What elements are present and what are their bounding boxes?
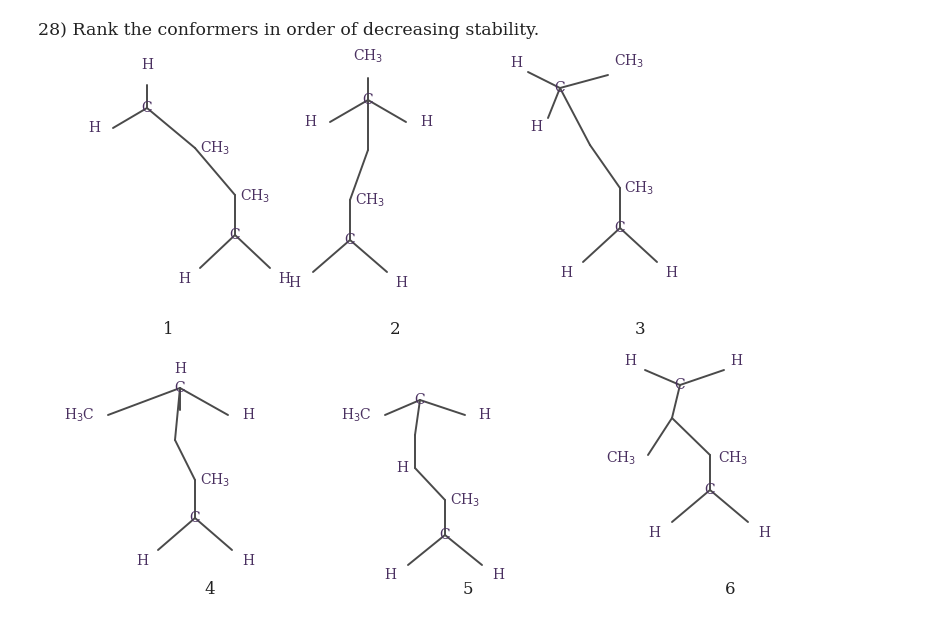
Text: 28) Rank the conformers in order of decreasing stability.: 28) Rank the conformers in order of decr… [38,22,539,39]
Text: C: C [190,511,200,525]
Text: H: H [174,362,186,376]
Text: C: C [440,528,450,542]
Text: H: H [510,56,522,70]
Text: CH$_3$: CH$_3$ [606,449,636,466]
Text: H: H [242,554,254,568]
Text: 1: 1 [163,322,173,338]
Text: H: H [288,276,300,290]
Text: H: H [530,120,542,134]
Text: H: H [278,272,290,286]
Text: H: H [304,115,316,129]
Text: C: C [555,81,565,95]
Text: H: H [624,354,636,368]
Text: H: H [88,121,100,135]
Text: C: C [414,393,426,407]
Text: H: H [492,568,504,582]
Text: H: H [384,568,396,582]
Text: C: C [363,93,374,107]
Text: H: H [665,266,677,280]
Text: 5: 5 [463,582,473,598]
Text: H: H [396,461,408,475]
Text: C: C [675,378,685,392]
Text: H: H [395,276,407,290]
Text: CH$_3$: CH$_3$ [614,53,645,70]
Text: CH$_3$: CH$_3$ [718,449,748,466]
Text: 6: 6 [725,582,736,598]
Text: C: C [174,381,185,395]
Text: H: H [560,266,572,280]
Text: H: H [136,554,148,568]
Text: CH$_3$: CH$_3$ [200,471,230,489]
Text: H: H [178,272,190,286]
Text: H: H [758,526,770,540]
Text: H: H [242,408,254,422]
Text: H: H [478,408,490,422]
Text: H: H [648,526,660,540]
Text: CH$_3$: CH$_3$ [450,491,481,509]
Text: 2: 2 [390,322,400,338]
Text: C: C [614,221,626,235]
Text: 4: 4 [205,582,215,598]
Text: C: C [704,483,716,497]
Text: H$_3$C: H$_3$C [64,406,95,424]
Text: C: C [141,101,153,115]
Text: CH$_3$: CH$_3$ [355,192,385,209]
Text: 3: 3 [635,322,646,338]
Text: CH$_3$: CH$_3$ [624,179,654,197]
Text: H: H [141,58,153,72]
Text: CH$_3$: CH$_3$ [240,187,270,205]
Text: H: H [730,354,742,368]
Text: CH$_3$: CH$_3$ [200,139,230,157]
Text: C: C [229,228,240,242]
Text: H: H [420,115,432,129]
Text: H$_3$C: H$_3$C [341,406,372,424]
Text: CH$_3$: CH$_3$ [353,48,383,65]
Text: C: C [345,233,356,247]
